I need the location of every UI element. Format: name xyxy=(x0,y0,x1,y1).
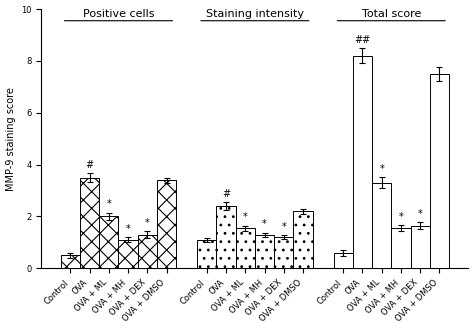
Text: Staining intensity: Staining intensity xyxy=(206,10,304,19)
Bar xyxy=(372,183,392,268)
Bar xyxy=(138,235,157,268)
Text: *: * xyxy=(379,164,384,174)
Bar xyxy=(80,178,99,268)
Bar xyxy=(430,74,449,268)
Text: Positive cells: Positive cells xyxy=(83,10,154,19)
Bar xyxy=(353,56,372,268)
Y-axis label: MMP-9 staining score: MMP-9 staining score xyxy=(6,87,16,190)
Bar xyxy=(157,180,176,268)
Bar xyxy=(392,228,410,268)
Text: Total score: Total score xyxy=(362,10,421,19)
Text: *: * xyxy=(418,209,422,219)
Bar xyxy=(197,240,217,268)
Bar xyxy=(118,240,138,268)
Bar xyxy=(236,228,255,268)
Text: #: # xyxy=(85,160,94,170)
Text: *: * xyxy=(145,218,150,228)
Text: *: * xyxy=(399,212,403,222)
Text: *: * xyxy=(262,219,267,229)
Bar xyxy=(255,235,274,268)
Text: *: * xyxy=(282,222,286,232)
Bar xyxy=(334,253,353,268)
Bar xyxy=(274,237,293,268)
Text: *: * xyxy=(243,213,247,222)
Text: *: * xyxy=(126,224,130,234)
Text: #: # xyxy=(222,189,230,199)
Text: *: * xyxy=(107,199,111,210)
Bar xyxy=(410,225,430,268)
Bar xyxy=(217,206,236,268)
Bar xyxy=(99,216,118,268)
Bar xyxy=(61,255,80,268)
Bar xyxy=(293,211,313,268)
Text: ##: ## xyxy=(355,35,371,45)
